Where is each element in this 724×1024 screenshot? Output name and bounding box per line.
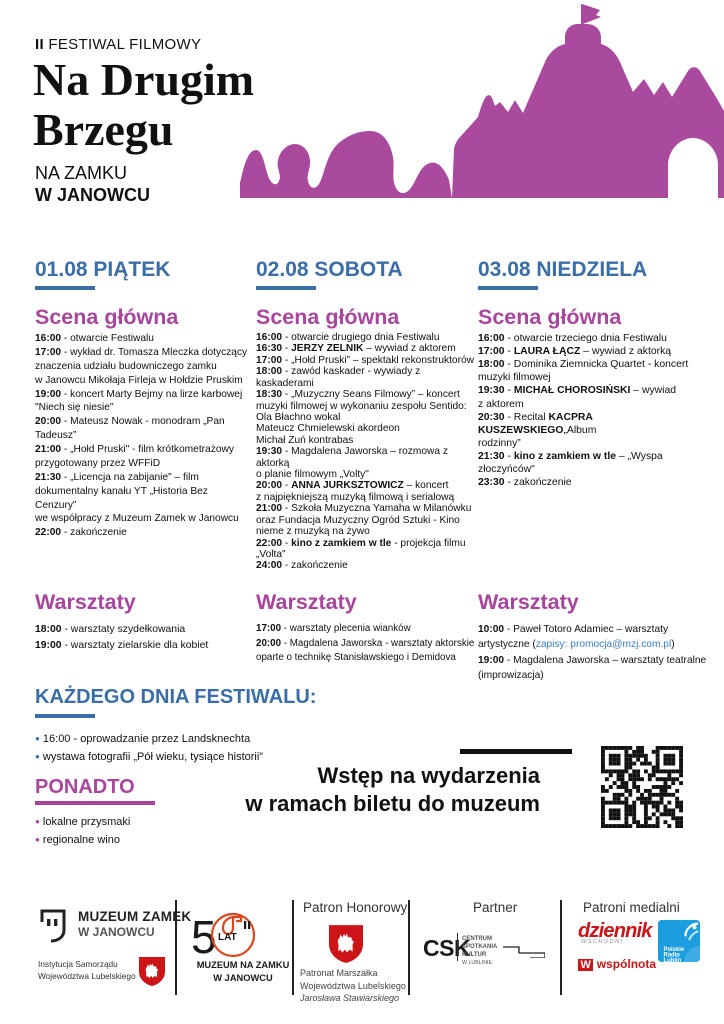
svg-text:LAT: LAT	[218, 932, 237, 943]
svg-text:Lublin: Lublin	[663, 958, 681, 962]
